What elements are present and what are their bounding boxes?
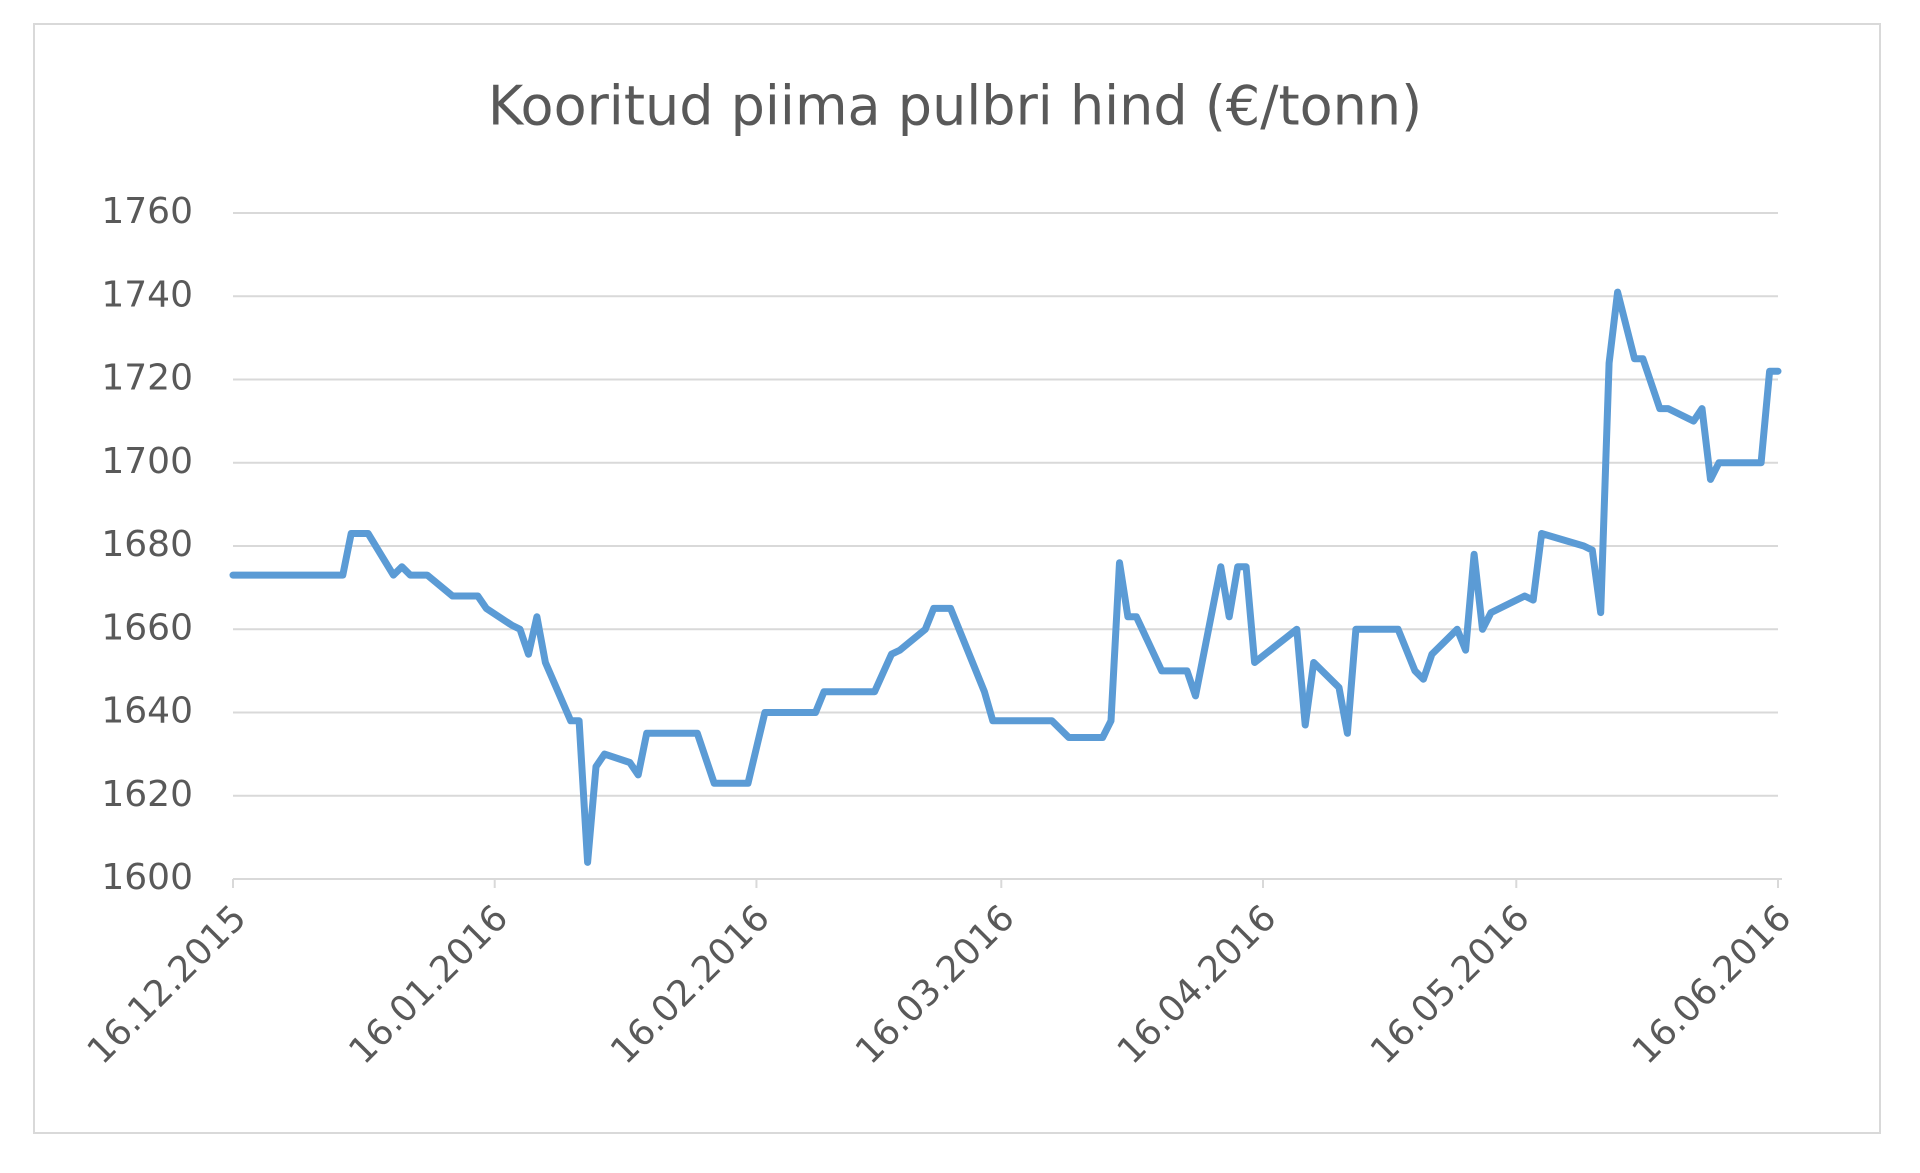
y-tick-label: 1680	[101, 524, 193, 565]
y-tick-label: 1620	[101, 774, 193, 815]
y-tick-label: 1660	[101, 607, 193, 648]
chart-title: Kooritud piima pulbri hind (€/tonn)	[488, 75, 1422, 138]
y-tick-label: 1740	[101, 274, 193, 315]
y-tick-label: 1600	[101, 857, 193, 898]
y-tick-label: 1720	[101, 358, 193, 399]
y-tick-label: 1640	[101, 691, 193, 732]
y-tick-label: 1700	[101, 441, 193, 482]
y-tick-label: 1760	[101, 191, 193, 232]
data-line	[229, 288, 1782, 866]
